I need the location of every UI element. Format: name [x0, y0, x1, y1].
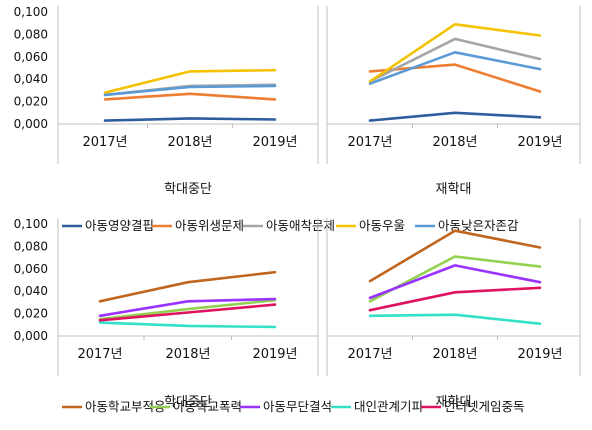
x-category-label: 2019년 — [252, 347, 297, 362]
legend-label: 대인관계기피 — [354, 399, 423, 414]
y-tick-label: 0,000 — [14, 329, 48, 343]
legend-label: 아동낮은자존감 — [438, 218, 519, 233]
group-label: 학대중단 — [164, 395, 212, 410]
legend-label: 아동애착문제 — [266, 218, 335, 233]
x-category-label: 2018년 — [165, 347, 210, 362]
y-tick-label: 0,020 — [14, 95, 48, 109]
series-line-대인관계기피 — [368, 313, 542, 326]
y-tick-label: 0,100 — [14, 217, 48, 231]
x-category-label: 2019년 — [517, 135, 562, 150]
y-tick-label: 0,040 — [14, 284, 48, 298]
legend-label: 아동우울 — [359, 218, 405, 233]
series-line-아동우울 — [368, 22, 542, 83]
x-category-label: 2018년 — [432, 135, 477, 150]
legend-label: 아동학교부적응 — [85, 399, 166, 414]
chart-2: 0,100 0,080 0,060 0,040 0,020 0,000 2017년 2018년… — [14, 217, 581, 414]
series-line-아동위생문제 — [103, 92, 277, 101]
series-line-아동애착문제 — [368, 37, 542, 83]
series-line-아동무단결석 — [368, 264, 542, 300]
y-tick-label: 0,080 — [14, 239, 48, 253]
series-line-아동위생문제 — [368, 63, 542, 93]
series-line-아동낮은자존감 — [103, 84, 277, 97]
x-category-label: 2019년 — [252, 135, 297, 150]
series-line-아동영양결핍 — [103, 117, 277, 122]
group-label: 학대중단 — [164, 182, 212, 197]
series-line-아동학교폭력 — [368, 255, 542, 303]
series-line-아동낮은자존감 — [368, 50, 542, 85]
series-line-아동우울 — [103, 68, 277, 94]
y-tick-label: 0,080 — [14, 27, 48, 41]
series-line-인터넷게임중독 — [368, 286, 542, 312]
y-tick-label: 0,100 — [14, 5, 48, 19]
series-line-대인관계기피 — [98, 321, 277, 329]
legend-label: 인터넷게임중독 — [444, 399, 525, 414]
y-tick-label: 0,060 — [14, 50, 48, 64]
y-tick-label: 0,000 — [14, 117, 48, 131]
x-category-label: 2017년 — [77, 347, 122, 362]
x-category-label: 2018년 — [167, 135, 212, 150]
legend-label: 아동위생문제 — [175, 218, 244, 233]
y-tick-label: 0,060 — [14, 262, 48, 276]
group-label: 재학대 — [436, 395, 472, 410]
legend-label: 아동영양결핍 — [85, 218, 154, 233]
legend: 아동영양결핍 아동위생문제 아동애착문제 아동우울 아동낮은자존감 — [62, 218, 519, 233]
y-tick-label: 0,020 — [14, 307, 48, 321]
group-label: 재학대 — [436, 182, 472, 197]
x-category-label: 2019년 — [517, 347, 562, 362]
x-category-label: 2017년 — [347, 135, 392, 150]
y-tick-label: 0,040 — [14, 72, 48, 86]
x-category-label: 2017년 — [347, 347, 392, 362]
chart-1: 0,100 0,080 0,060 0,040 0,020 0,000 2017년 2018년… — [14, 5, 581, 233]
x-category-label: 2018년 — [432, 347, 477, 362]
series-line-아동영양결핍 — [368, 111, 542, 122]
series-line-아동학교부적응 — [368, 229, 542, 283]
series-line-아동무단결석 — [98, 297, 277, 318]
x-category-label: 2017년 — [82, 135, 127, 150]
series-line-아동학교폭력 — [98, 298, 277, 321]
series-line-아동학교부적응 — [98, 270, 277, 303]
legend: 아동학교부적응 아동학교폭력 아동무단결석 대인관계기피 인터넷게임중독 — [62, 399, 525, 414]
legend-label: 아동무단결석 — [263, 399, 332, 414]
legend-label: 아동학교폭력 — [173, 399, 242, 414]
series-line-인터넷게임중독 — [98, 303, 277, 322]
